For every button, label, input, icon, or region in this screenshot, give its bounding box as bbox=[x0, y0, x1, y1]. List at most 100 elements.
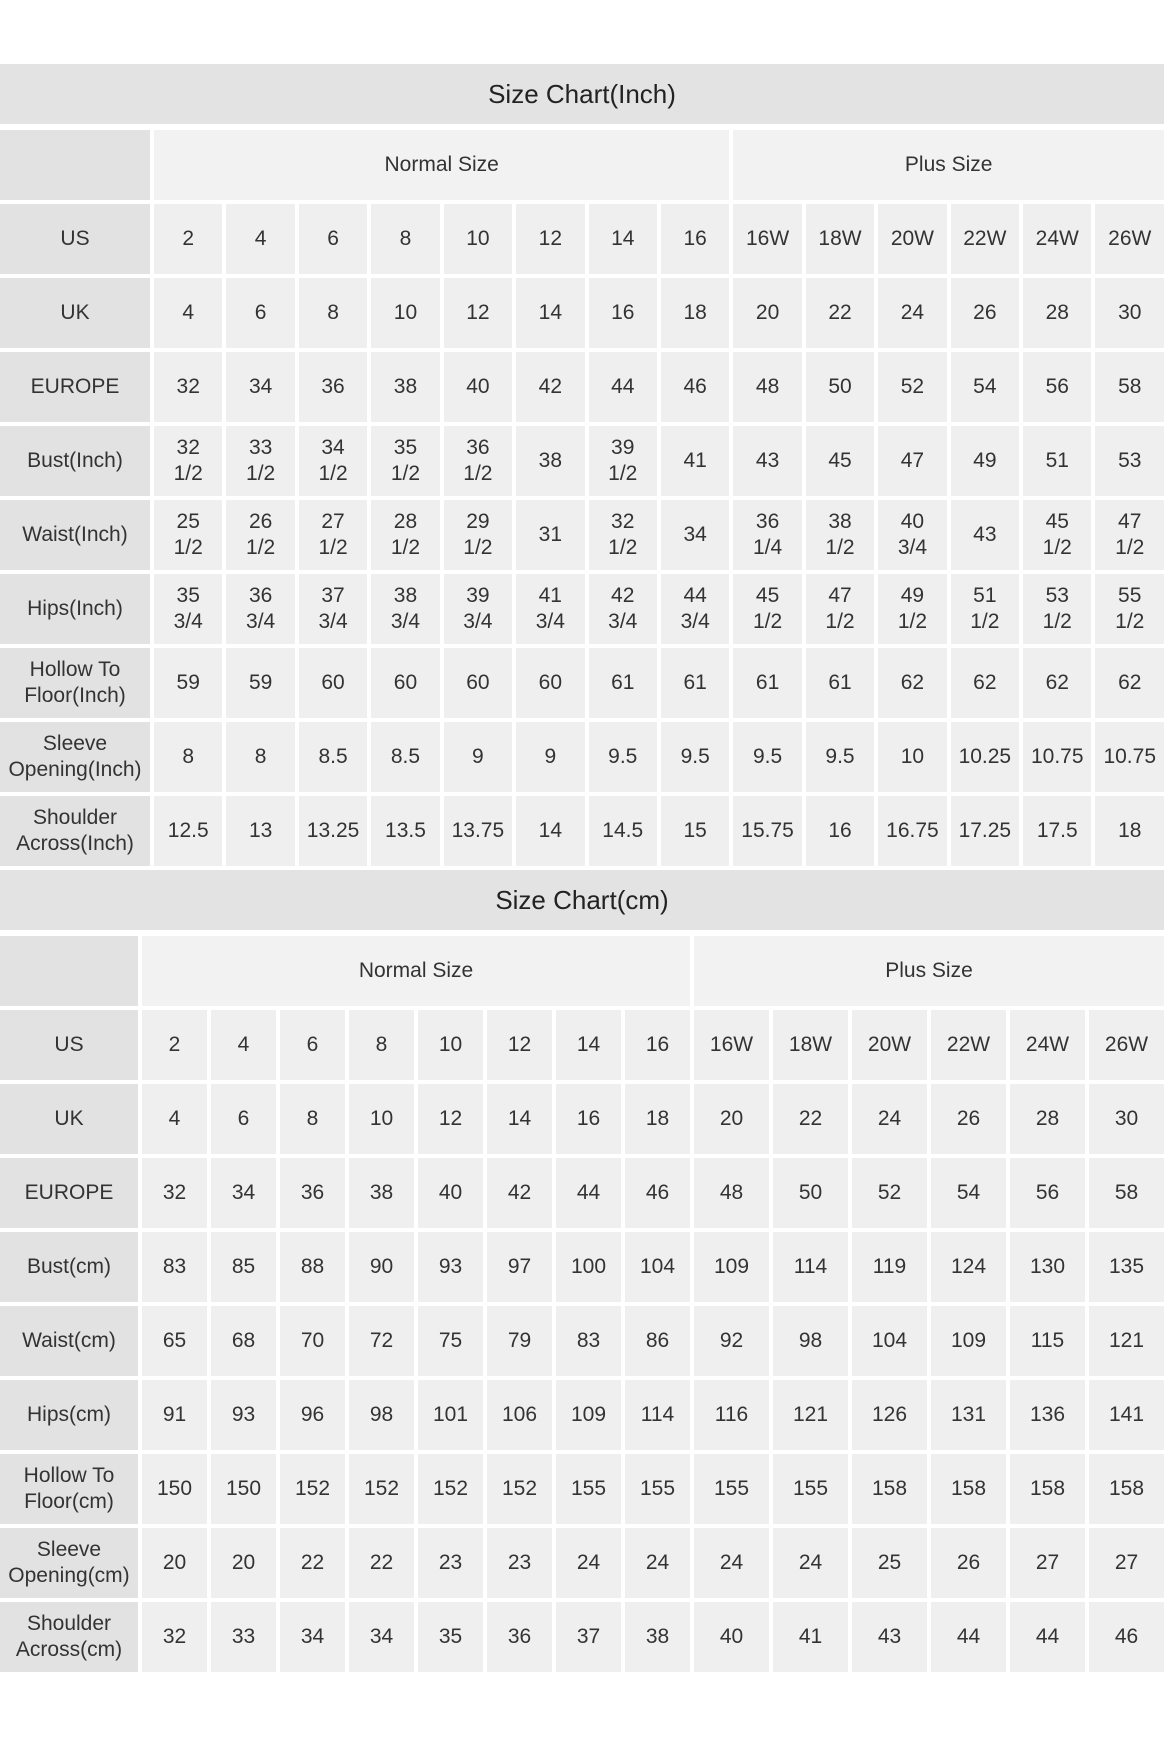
row-label: Shoulder Across(cm) bbox=[0, 1602, 138, 1672]
value-text: 32 bbox=[162, 1181, 187, 1204]
value-text: 56 bbox=[1035, 1181, 1060, 1204]
value-text: 43 bbox=[973, 523, 997, 546]
size-value: 39 3/4 bbox=[443, 574, 513, 644]
size-value: 9.5 bbox=[805, 722, 875, 792]
size-value: 42 bbox=[516, 352, 585, 422]
size-value: 126 bbox=[852, 1380, 927, 1450]
size-value: 155 bbox=[556, 1454, 621, 1524]
row-label: Sleeve Opening(cm) bbox=[0, 1528, 138, 1598]
value-text: 59 bbox=[176, 671, 200, 694]
value-text: 62 bbox=[1045, 671, 1069, 694]
value-text: 26 1/2 bbox=[246, 510, 276, 559]
value-text: 101 bbox=[432, 1403, 469, 1426]
size-value: 72 bbox=[349, 1306, 414, 1376]
size-value: 36 3/4 bbox=[226, 574, 295, 644]
size-value: 16W bbox=[694, 1010, 769, 1080]
value-text: 17.5 bbox=[1036, 819, 1078, 842]
value-text: 24W bbox=[1025, 1033, 1070, 1056]
value-text: 24 bbox=[576, 1551, 601, 1574]
value-text: 23 bbox=[507, 1551, 532, 1574]
size-value: 60 bbox=[443, 648, 513, 718]
value-text: 36 bbox=[321, 375, 345, 398]
value-text: 33 bbox=[231, 1625, 256, 1648]
size-row: Waist(cm) 65 68 70 72 75 79 83 86 92 98 104 109 115 12… bbox=[0, 1306, 1164, 1376]
value-text: 72 bbox=[369, 1329, 394, 1352]
value-text: 45 1/2 bbox=[752, 584, 783, 633]
size-value: 20W bbox=[878, 204, 947, 274]
chart-title: Size Chart(cm) bbox=[0, 870, 1164, 930]
value-text: 114 bbox=[640, 1403, 675, 1426]
value-text: 13.5 bbox=[385, 819, 426, 842]
value-text: 53 bbox=[1118, 449, 1142, 472]
size-value: 14 bbox=[556, 1010, 621, 1080]
value-text: 39 3/4 bbox=[463, 584, 493, 633]
size-value: 97 bbox=[487, 1232, 552, 1302]
size-value: 24W bbox=[1023, 204, 1092, 274]
size-value: 136 bbox=[1010, 1380, 1085, 1450]
value-text: 14 bbox=[576, 1033, 601, 1056]
value-text: 34 bbox=[248, 375, 273, 398]
size-value: 42 bbox=[487, 1158, 552, 1228]
size-value: 158 bbox=[931, 1454, 1006, 1524]
size-value: 33 1/2 bbox=[226, 426, 295, 496]
size-value: 20 bbox=[694, 1084, 769, 1154]
size-value: 32 bbox=[142, 1602, 207, 1672]
value-text: 61 bbox=[828, 671, 852, 694]
value-text: 158 bbox=[1108, 1477, 1145, 1500]
row-label: UK bbox=[0, 1084, 138, 1154]
row-label: EUROPE bbox=[0, 1158, 138, 1228]
size-row: Hips(Inch) 35 3/4 36 3/4 37 3/4 38 3/4 39 3/4… bbox=[0, 574, 1164, 644]
size-value: 13 bbox=[226, 796, 295, 866]
value-text: 121 bbox=[1108, 1329, 1145, 1352]
value-text: 52 bbox=[900, 375, 925, 398]
value-text: 10.25 bbox=[958, 745, 1012, 768]
value-text: 85 bbox=[231, 1255, 256, 1278]
size-value: 26 bbox=[931, 1084, 1006, 1154]
size-value: 70 bbox=[280, 1306, 345, 1376]
size-value: 12 bbox=[443, 278, 513, 348]
size-value: 16 bbox=[805, 796, 875, 866]
size-value: 28 bbox=[1010, 1084, 1085, 1154]
value-text: 155 bbox=[713, 1477, 750, 1500]
value-text: 27 bbox=[1035, 1551, 1060, 1574]
value-text: 62 bbox=[900, 671, 925, 694]
size-value: 83 bbox=[556, 1306, 621, 1376]
value-text: 24 bbox=[877, 1107, 902, 1130]
size-value: 40 bbox=[694, 1602, 769, 1672]
size-value: 60 bbox=[371, 648, 440, 718]
value-text: 88 bbox=[300, 1255, 325, 1278]
size-value: 158 bbox=[852, 1454, 927, 1524]
size-value: 41 bbox=[660, 426, 730, 496]
value-text: 9 bbox=[472, 745, 484, 768]
size-value: 8 bbox=[349, 1010, 414, 1080]
value-text: 90 bbox=[369, 1255, 394, 1278]
value-text: 4 bbox=[237, 1033, 250, 1056]
size-value: 34 bbox=[280, 1602, 345, 1672]
value-text: 53 1/2 bbox=[1042, 584, 1072, 633]
size-row: US 2 4 6 8 10 12 14 16 16W 18W 20W 22W 24W 26W bbox=[0, 204, 1164, 274]
value-text: 79 bbox=[507, 1329, 532, 1352]
size-value: 13.5 bbox=[371, 796, 440, 866]
value-text: 16W bbox=[745, 227, 790, 250]
value-text: 115 bbox=[1030, 1329, 1065, 1352]
size-value: 50 bbox=[805, 352, 875, 422]
size-value: 34 bbox=[660, 500, 730, 570]
corner-cell bbox=[0, 130, 150, 200]
size-value: 37 3/4 bbox=[298, 574, 368, 644]
value-text: 109 bbox=[950, 1329, 987, 1352]
size-value: 98 bbox=[349, 1380, 414, 1450]
value-text: 104 bbox=[639, 1255, 676, 1278]
value-text: 150 bbox=[225, 1477, 262, 1500]
size-row: Shoulder Across(Inch) 12.5 13 13.25 13.5 13.7… bbox=[0, 796, 1164, 866]
value-text: 32 bbox=[162, 1625, 187, 1648]
value-text: 49 bbox=[973, 449, 997, 472]
size-value: 24 bbox=[556, 1528, 621, 1598]
value-text: 13 bbox=[248, 819, 273, 842]
value-text: 36 bbox=[507, 1625, 532, 1648]
value-text: 33 1/2 bbox=[246, 436, 276, 485]
size-row: Bust(cm) 83 85 88 90 93 97 100 104 109 114 119 124 13… bbox=[0, 1232, 1164, 1302]
value-text: 9 bbox=[544, 745, 557, 768]
value-text: 104 bbox=[871, 1329, 908, 1352]
value-text: 14 bbox=[611, 227, 635, 250]
value-text: 40 bbox=[466, 375, 490, 398]
